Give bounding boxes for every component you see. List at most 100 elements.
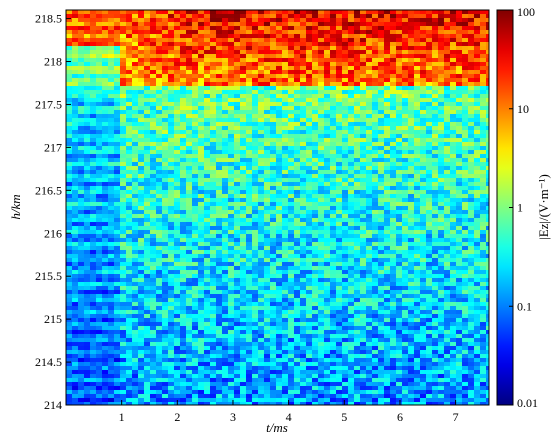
- heatmap-cell: [372, 38, 379, 43]
- heatmap-cell: [162, 266, 169, 271]
- heatmap-cell: [450, 274, 457, 279]
- heatmap-cell: [252, 38, 259, 43]
- heatmap-cell: [474, 58, 481, 63]
- heatmap-cell: [168, 270, 175, 275]
- heatmap-cell: [234, 174, 241, 179]
- heatmap-cell: [198, 66, 205, 71]
- heatmap-cell: [372, 118, 379, 123]
- heatmap-cell: [90, 190, 97, 195]
- heatmap-cell: [186, 18, 193, 23]
- heatmap-cell: [276, 18, 283, 23]
- heatmap-cell: [348, 198, 355, 203]
- heatmap-cell: [240, 282, 247, 287]
- heatmap-cell: [432, 262, 439, 267]
- heatmap-cell: [360, 230, 367, 235]
- heatmap-cell: [192, 58, 199, 63]
- heatmap-cell: [306, 222, 313, 227]
- heatmap-cell: [408, 214, 415, 219]
- heatmap-cell: [168, 202, 175, 207]
- heatmap-cell: [444, 190, 451, 195]
- heatmap-cell: [84, 170, 91, 175]
- heatmap-cell: [72, 274, 79, 279]
- heatmap-cell: [408, 86, 415, 91]
- heatmap-cell: [240, 78, 247, 83]
- heatmap-cell: [456, 258, 463, 263]
- heatmap-cell: [342, 118, 349, 123]
- heatmap-cell: [444, 38, 451, 43]
- heatmap-cell: [426, 94, 433, 99]
- heatmap-cell: [156, 82, 163, 87]
- heatmap-cell: [384, 230, 391, 235]
- heatmap-cell: [426, 190, 433, 195]
- heatmap-cell: [72, 178, 79, 183]
- heatmap-cell: [156, 206, 163, 211]
- heatmap-cell: [144, 162, 151, 167]
- heatmap-cell: [174, 118, 181, 123]
- heatmap-cell: [402, 286, 409, 291]
- heatmap-cell: [114, 286, 121, 291]
- heatmap-cell: [432, 70, 439, 75]
- heatmap-cell: [336, 162, 343, 167]
- heatmap-cell: [186, 26, 193, 31]
- heatmap-cell: [228, 58, 235, 63]
- heatmap-cell: [336, 198, 343, 203]
- heatmap-cell: [318, 110, 325, 115]
- heatmap-cell: [486, 230, 489, 235]
- heatmap-cell: [234, 118, 241, 123]
- heatmap-cell: [270, 78, 277, 83]
- heatmap-cell: [144, 78, 151, 83]
- heatmap-cell: [90, 238, 97, 243]
- heatmap-cell: [402, 54, 409, 59]
- heatmap-cell: [366, 158, 373, 163]
- heatmap-cell: [246, 42, 253, 47]
- heatmap-cell: [264, 234, 271, 239]
- heatmap-cell: [420, 130, 427, 135]
- heatmap-cell: [366, 130, 373, 135]
- heatmap-cell: [294, 198, 301, 203]
- heatmap-cell: [66, 22, 73, 27]
- heatmap-cell: [192, 170, 199, 175]
- heatmap-cell: [300, 166, 307, 171]
- heatmap-cell: [354, 246, 361, 251]
- heatmap-cell: [66, 226, 73, 231]
- heatmap-cell: [306, 246, 313, 251]
- heatmap-cell: [396, 18, 403, 23]
- heatmap-cell: [216, 150, 223, 155]
- heatmap-cell: [138, 14, 145, 19]
- heatmap-cell: [150, 122, 157, 127]
- heatmap-cell: [384, 38, 391, 43]
- heatmap-cell: [108, 70, 115, 75]
- heatmap-cell: [408, 114, 415, 119]
- heatmap-cell: [372, 214, 379, 219]
- heatmap-cell: [126, 202, 133, 207]
- heatmap-cell: [450, 58, 457, 63]
- heatmap-cell: [156, 42, 163, 47]
- heatmap-cell: [444, 138, 451, 143]
- heatmap-cell: [366, 254, 373, 259]
- heatmap-cell: [252, 286, 259, 291]
- heatmap-cell: [234, 58, 241, 63]
- heatmap-cell: [462, 30, 469, 35]
- heatmap-cell: [288, 230, 295, 235]
- heatmap-cell: [138, 162, 145, 167]
- heatmap-cell: [156, 246, 163, 251]
- heatmap-cell: [348, 202, 355, 207]
- heatmap-cell: [156, 38, 163, 43]
- heatmap-cell: [396, 82, 403, 87]
- heatmap-cell: [132, 86, 139, 91]
- heatmap-cell: [108, 278, 115, 283]
- heatmap-cell: [174, 62, 181, 67]
- heatmap-cell: [300, 202, 307, 207]
- heatmap-cell: [186, 150, 193, 155]
- heatmap-cell: [150, 198, 157, 203]
- heatmap-cell: [486, 90, 489, 95]
- heatmap-cell: [240, 74, 247, 79]
- heatmap-cell: [198, 214, 205, 219]
- heatmap-cell: [162, 90, 169, 95]
- heatmap-cell: [264, 282, 271, 287]
- heatmap-cell: [72, 186, 79, 191]
- heatmap-cell: [462, 94, 469, 99]
- heatmap-cell: [90, 78, 97, 83]
- heatmap-cell: [108, 86, 115, 91]
- heatmap-cell: [198, 30, 205, 35]
